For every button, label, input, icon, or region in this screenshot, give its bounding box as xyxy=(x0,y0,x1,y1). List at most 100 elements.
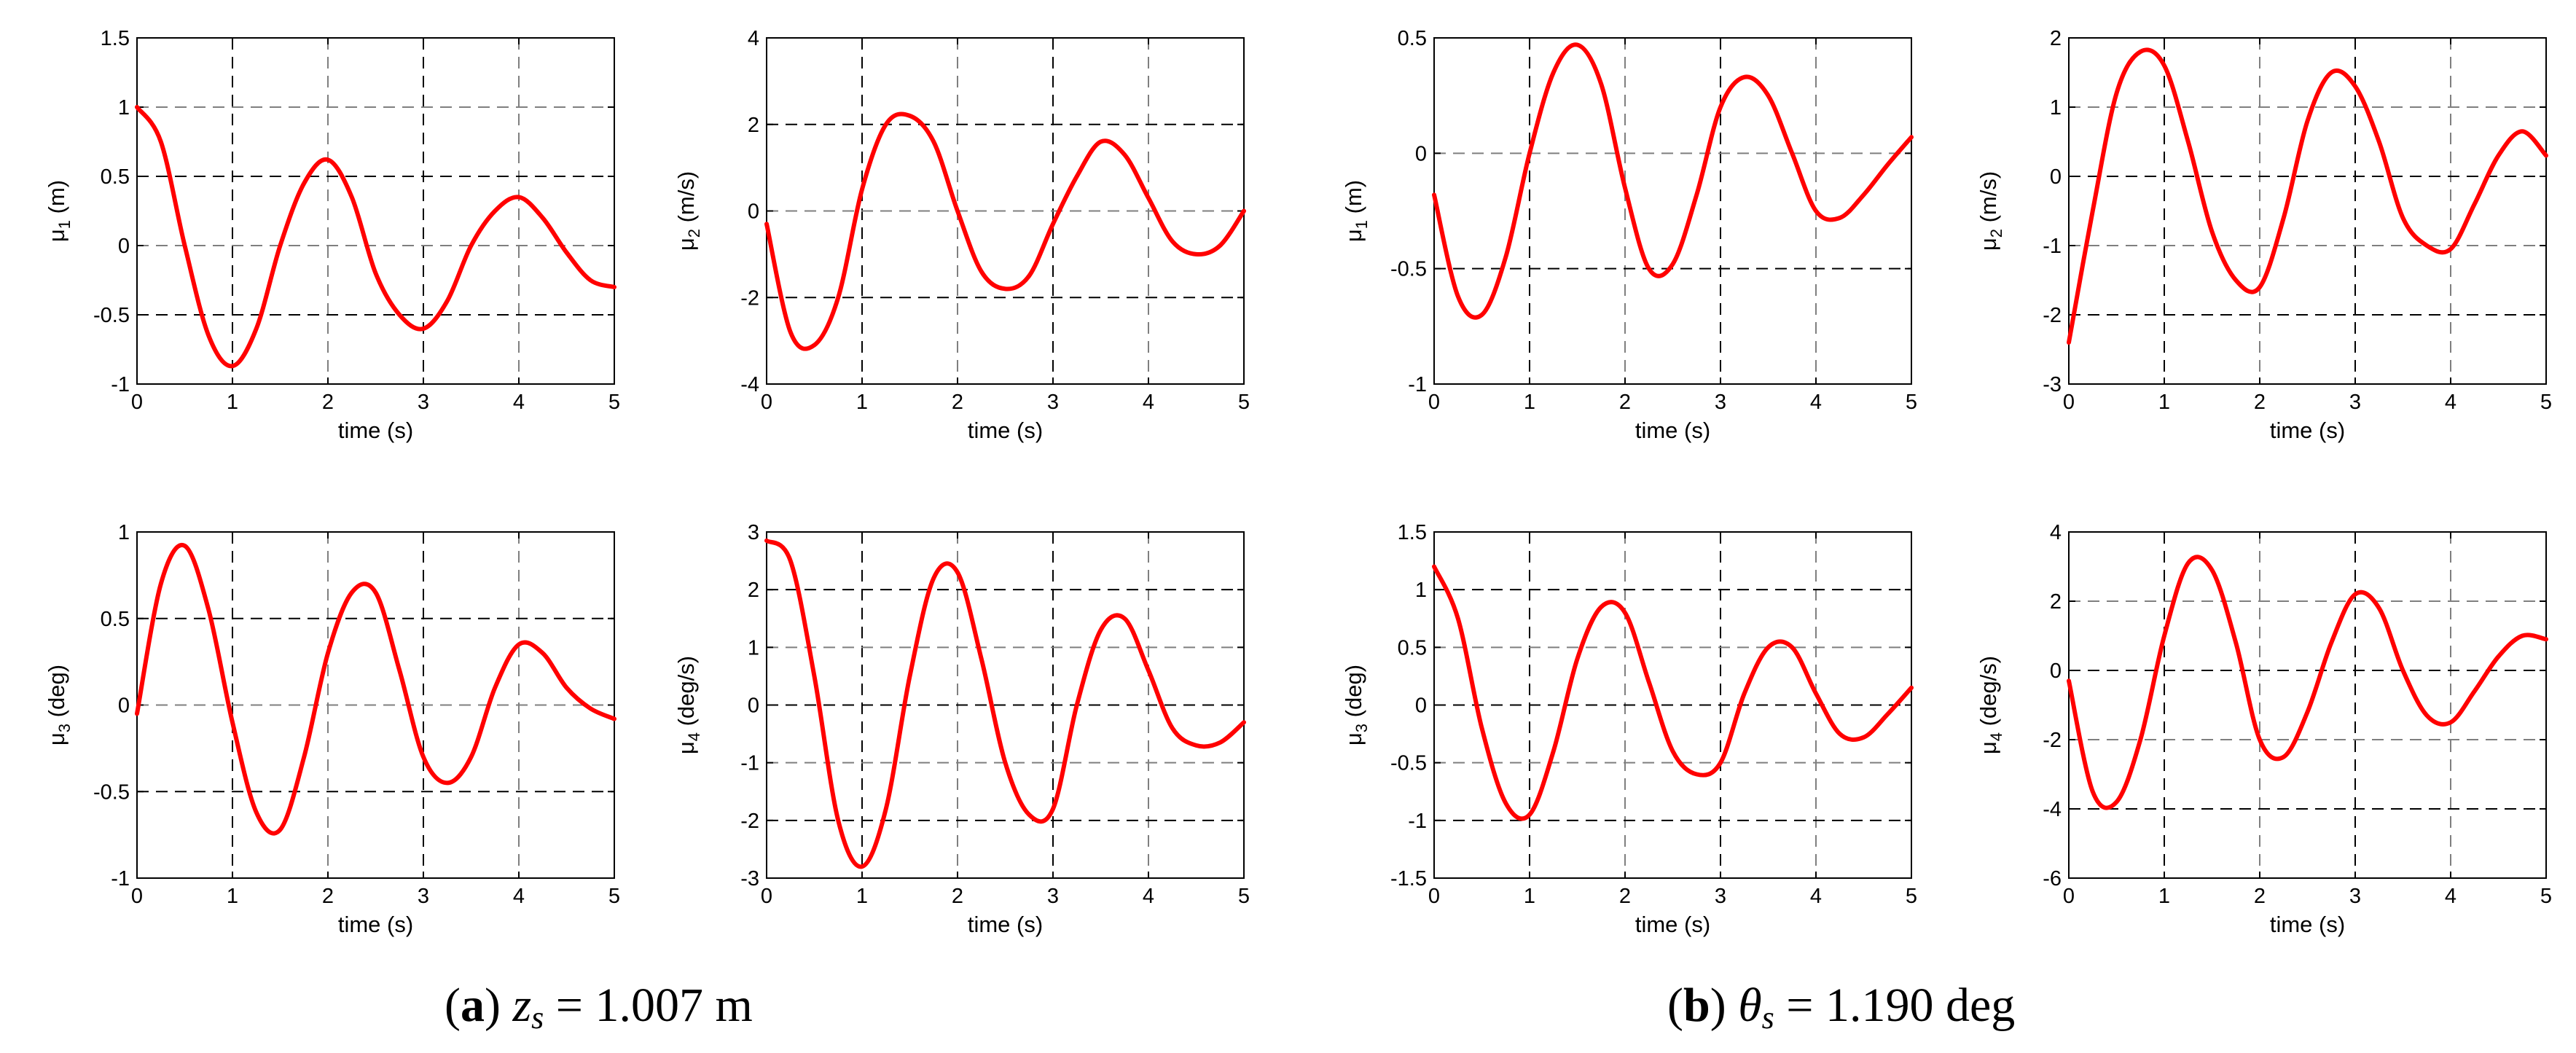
series-line xyxy=(764,111,1246,351)
y-axis-label: μ3 (deg) xyxy=(44,665,74,745)
y-axis-label: μ4 (deg/s) xyxy=(1976,656,2005,754)
caption-b-sub: s xyxy=(1761,1000,1774,1036)
x-tick-label: 1 xyxy=(1524,885,1535,908)
x-tick-label: 2 xyxy=(322,885,334,908)
y-tick-label: 1 xyxy=(2050,96,2062,120)
y-tick-label: 1 xyxy=(118,96,130,120)
x-tick-label: 0 xyxy=(761,885,772,908)
y-tick-label: 0.5 xyxy=(101,608,130,631)
x-tick-label: 2 xyxy=(1619,391,1631,414)
y-tick-label: -0.5 xyxy=(93,780,130,804)
plot-frame xyxy=(1433,37,1912,385)
y-tick-label: -2 xyxy=(740,810,759,833)
y-tick-label: 4 xyxy=(748,27,759,50)
y-tick-label: 0 xyxy=(748,200,759,224)
x-tick-label: 2 xyxy=(322,391,334,414)
x-tick-label: 5 xyxy=(1906,885,1917,908)
x-tick-label: 2 xyxy=(952,885,963,908)
x-axis-label: time (s) xyxy=(1635,912,1710,937)
x-tick-label: 0 xyxy=(131,391,143,414)
y-axis-label: μ2 (m/s) xyxy=(673,171,703,251)
y-axis-label: μ1 (m) xyxy=(44,180,74,242)
y-tick-label: 0 xyxy=(748,694,759,718)
x-tick-label: 2 xyxy=(2254,391,2266,414)
x-tick-label: 3 xyxy=(418,391,429,414)
y-tick-label: 0 xyxy=(118,694,130,718)
x-tick-label: 4 xyxy=(513,391,525,414)
y-axis-label: μ4 (deg/s) xyxy=(673,656,703,754)
plot-3: 0 1 2 3 4 5 -1 -0.5 0 0.5 time (s) μ1 (m) xyxy=(1341,27,1917,443)
y-tick-label: -1 xyxy=(111,867,130,890)
y-tick-label: 1 xyxy=(1415,579,1427,602)
y-tick-label: -0.5 xyxy=(1390,752,1427,775)
y-tick-label: 0.5 xyxy=(1398,636,1427,659)
x-axis-label: time (s) xyxy=(1635,418,1710,443)
x-tick-label: 2 xyxy=(2254,885,2266,908)
x-tick-label: 1 xyxy=(227,391,238,414)
x-tick-label: 3 xyxy=(1715,391,1726,414)
y-tick-label: 1.5 xyxy=(1398,521,1427,544)
plot-5: 0 1 2 3 4 5 -1 -0.5 0 0.5 1 time (s) μ3 (deg) xyxy=(44,521,620,937)
y-tick-label: 1 xyxy=(748,636,759,659)
y-tick-label: 1.5 xyxy=(101,27,130,50)
x-tick-label: 4 xyxy=(1143,391,1154,414)
x-tick-label: 3 xyxy=(1715,885,1726,908)
plot-1: 0 1 2 3 4 5 -1 -0.5 0 0.5 1 1.5 time (s) μ1 (m) xyxy=(44,27,620,443)
plot-7: 0 1 2 3 4 5 -1.5 -1 -0.5 0 0.5 1 1.5 time (s) μ3 (deg) xyxy=(1341,521,1917,937)
plot-frame xyxy=(2068,531,2547,879)
y-axis-label: μ2 (m/s) xyxy=(1976,171,2005,251)
y-tick-label: 0.5 xyxy=(1398,27,1427,50)
y-tick-label: -4 xyxy=(2043,798,2062,821)
series-line xyxy=(764,538,1246,869)
y-tick-label: 0 xyxy=(1415,142,1427,165)
caption-a-value: = 1.007 m xyxy=(544,979,753,1032)
plot-frame xyxy=(2068,37,2547,385)
caption-a: (a) zs = 1.007 m xyxy=(445,979,753,1036)
x-tick-label: 5 xyxy=(2540,391,2552,414)
x-tick-label: 1 xyxy=(227,885,238,908)
x-tick-label: 0 xyxy=(1428,391,1440,414)
x-tick-label: 3 xyxy=(1047,391,1059,414)
x-axis-label: time (s) xyxy=(338,418,413,443)
caption-b-value: = 1.190 deg xyxy=(1774,979,2016,1032)
x-tick-label: 4 xyxy=(1810,885,1822,908)
x-tick-label: 4 xyxy=(2445,391,2456,414)
series-line xyxy=(1432,42,1914,320)
series-line xyxy=(2067,47,2548,345)
caption-a-letter: a xyxy=(460,979,485,1032)
y-tick-label: -1 xyxy=(740,752,759,775)
x-tick-label: 0 xyxy=(131,885,143,908)
x-tick-label: 4 xyxy=(513,885,525,908)
x-axis-label: time (s) xyxy=(968,912,1043,937)
x-tick-label: 1 xyxy=(856,391,868,414)
y-tick-label: 4 xyxy=(2050,521,2062,544)
x-axis-label: time (s) xyxy=(968,418,1043,443)
y-axis-label: μ3 (deg) xyxy=(1341,665,1371,745)
x-tick-label: 1 xyxy=(856,885,868,908)
x-tick-label: 5 xyxy=(1238,885,1250,908)
series-line xyxy=(135,105,616,369)
plot-8: 0 1 2 3 4 5 -6 -4 -2 0 2 4 time (s) μ4 (deg/s) xyxy=(1976,521,2552,937)
x-tick-label: 3 xyxy=(2349,391,2361,414)
x-tick-label: 0 xyxy=(761,391,772,414)
caption-b: (b) θs = 1.190 deg xyxy=(1667,979,2016,1036)
y-tick-label: -3 xyxy=(2043,373,2062,396)
x-tick-label: 1 xyxy=(1524,391,1535,414)
x-axis-label: time (s) xyxy=(2270,912,2345,937)
caption-b-letter: b xyxy=(1683,979,1710,1032)
y-tick-label: -6 xyxy=(2043,867,2062,890)
y-tick-label: -0.5 xyxy=(1390,258,1427,281)
x-tick-label: 2 xyxy=(952,391,963,414)
plot-2: 0 1 2 3 4 5 -4 -2 0 2 4 time (s) μ2 (m/s) xyxy=(673,27,1250,443)
caption-a-symbol: z xyxy=(512,979,532,1032)
y-tick-label: 0 xyxy=(1415,694,1427,718)
series-line xyxy=(2067,555,2548,810)
x-tick-label: 4 xyxy=(1810,391,1822,414)
y-tick-label: 2 xyxy=(748,114,759,137)
y-tick-label: -1 xyxy=(1408,373,1427,396)
caption-a-sub: s xyxy=(531,1000,544,1036)
y-tick-label: -1 xyxy=(111,373,130,396)
y-tick-label: 1 xyxy=(118,521,130,544)
